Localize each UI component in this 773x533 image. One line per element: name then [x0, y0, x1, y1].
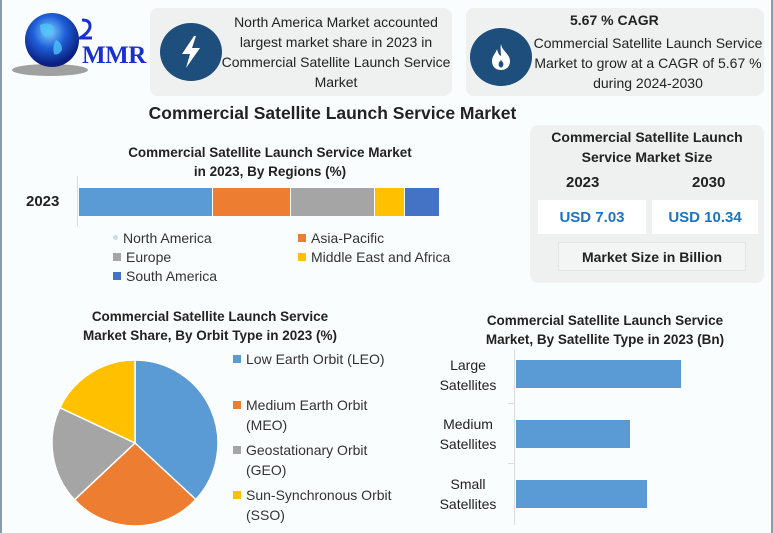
- year-2023-label: 2023: [566, 174, 600, 191]
- label-line: Medium: [443, 416, 493, 432]
- legend-swatch: [233, 446, 241, 454]
- legend-item: North America: [113, 228, 298, 247]
- bar-segment-north-america: [79, 188, 213, 216]
- highlight-text: Commercial Satellite Launch Service Mark…: [533, 35, 763, 91]
- pie-slice-leo: [134, 359, 219, 501]
- market-size-2030-value: USD 10.34: [652, 200, 758, 234]
- tick: [508, 463, 514, 464]
- y-axis-line: [77, 176, 78, 226]
- legend-swatch: [113, 271, 121, 280]
- bar-medium-satellites: [516, 420, 630, 448]
- highlight-text: North America Market accounted largest m…: [221, 14, 451, 90]
- flame-icon: [470, 28, 532, 86]
- bar-large-satellites: [516, 360, 681, 388]
- region-chart-title: Commercial Satellite Launch Service Mark…: [80, 143, 460, 181]
- market-size-title: Commercial Satellite Launch Service Mark…: [551, 129, 743, 165]
- bar-segment-asia-pacific: [213, 188, 291, 216]
- market-size-unit-label: Market Size in Billion: [558, 242, 746, 271]
- bar-segment-middle-east-africa: [375, 188, 405, 216]
- market-size-card: Commercial Satellite Launch Service Mark…: [530, 125, 764, 283]
- pie-slice-sso: [58, 359, 136, 445]
- legend-label: Medium Earth Orbit: [246, 397, 368, 413]
- lightning-icon: [160, 23, 222, 81]
- legend-swatch: [298, 233, 306, 242]
- bar-segment-europe: [291, 188, 375, 216]
- legend-swatch: [113, 252, 121, 261]
- label-line: Small: [450, 476, 486, 492]
- legend-swatch: [113, 235, 118, 240]
- pie-slice-geo: [51, 406, 137, 501]
- legend-label: Low Earth Orbit (LEO): [246, 350, 385, 367]
- legend-label: (SSO): [246, 507, 285, 523]
- label-line: Satellites: [439, 436, 497, 452]
- region-stacked-bar: [79, 188, 439, 216]
- legend-item: Geostationary Orbit (GEO): [233, 440, 367, 480]
- label-line: Large: [450, 357, 486, 373]
- mmr-logo: MMR: [10, 10, 155, 85]
- title-line: Commercial Satellite Launch Service: [91, 309, 329, 324]
- bar-label-medium: Medium Satellites: [428, 414, 508, 454]
- region-legend: North America Asia-Pacific Europe Middle…: [113, 228, 473, 285]
- legend-swatch: [233, 491, 241, 499]
- legend-swatch: [233, 354, 241, 363]
- legend-label: Europe: [126, 248, 172, 265]
- orbit-pie-chart: [51, 359, 219, 527]
- legend-item: Middle East and Africa: [298, 247, 473, 266]
- legend-item: South America: [113, 266, 298, 285]
- label-line: Satellites: [439, 377, 497, 393]
- legend-label: North America: [123, 229, 212, 246]
- bar-label-large: Large Satellites: [428, 355, 508, 395]
- market-size-2023-value: USD 7.03: [538, 200, 646, 234]
- legend-item: Medium Earth Orbit (MEO): [233, 395, 367, 435]
- legend-label: (GEO): [246, 462, 287, 478]
- orbit-chart-title: Commercial Satellite Launch Service Mark…: [55, 307, 365, 345]
- legend-label: Geostationary Orbit: [246, 442, 368, 458]
- title-line: in 2023, By Regions (%): [193, 164, 347, 179]
- title-line: Market, By Satellite Type in 2023 (Bn): [485, 332, 725, 347]
- region-chart-category-label: 2023: [26, 193, 60, 210]
- legend-item: Low Earth Orbit (LEO): [233, 349, 385, 368]
- y-axis-line: [514, 350, 515, 525]
- globe-icon: [12, 13, 92, 76]
- satellite-chart-title: Commercial Satellite Launch Service Mark…: [455, 311, 755, 349]
- legend-label: Sun-Synchronous Orbit: [246, 487, 392, 503]
- legend-label: Middle East and Africa: [311, 248, 451, 265]
- logo-text: MMR: [82, 42, 146, 69]
- legend-swatch: [233, 401, 241, 409]
- legend-label: Asia-Pacific: [311, 229, 385, 246]
- bar-label-small: Small Satellites: [428, 474, 508, 514]
- tick: [508, 403, 514, 404]
- title-line: Commercial Satellite Launch Service Mark…: [128, 145, 412, 160]
- pie-slice-meo: [73, 441, 197, 527]
- year-2030-label: 2030: [692, 174, 726, 191]
- highlight-card-cagr: 5.67 % CAGR Commercial Satellite Launch …: [466, 8, 764, 96]
- bar-small-satellites: [516, 480, 647, 508]
- legend-item: Europe: [113, 247, 298, 266]
- title-line: Commercial Satellite Launch Service: [486, 313, 724, 328]
- title-line: Market Share, By Orbit Type in 2023 (%): [82, 328, 338, 343]
- bar-segment-south-america: [405, 188, 439, 216]
- cagr-title: 5.67 % CAGR: [570, 12, 659, 28]
- highlight-card-north-america: North America Market accounted largest m…: [150, 8, 452, 96]
- page-title: Commercial Satellite Launch Service Mark…: [148, 103, 517, 123]
- legend-label: (MEO): [246, 417, 288, 433]
- legend-swatch: [298, 252, 306, 261]
- label-line: Satellites: [439, 496, 497, 512]
- legend-label: South America: [126, 267, 218, 284]
- legend-item: Asia-Pacific: [298, 228, 473, 247]
- legend-item: Sun-Synchronous Orbit (SSO): [233, 485, 392, 525]
